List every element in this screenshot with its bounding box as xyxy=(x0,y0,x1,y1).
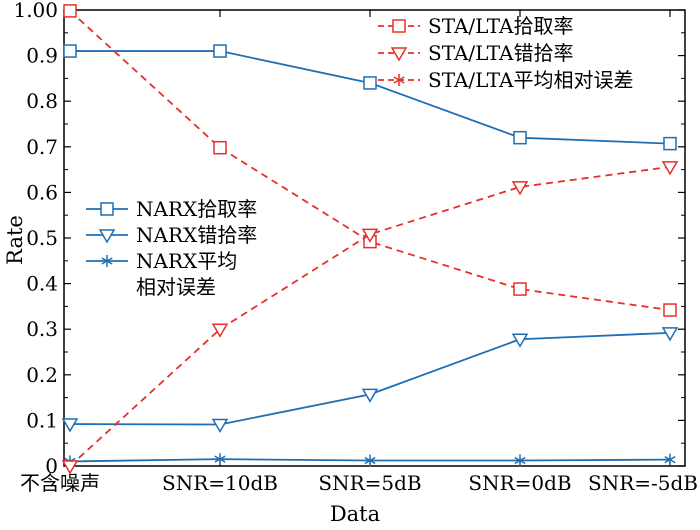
legend-label: NARX错拾率 xyxy=(136,223,257,247)
marker-square xyxy=(63,4,77,18)
marker-square xyxy=(63,44,77,58)
marker-square xyxy=(392,19,406,33)
legend-entry: NARX错拾率 xyxy=(86,223,257,247)
x-axis-label: Data xyxy=(330,502,380,526)
marker-star-stroke xyxy=(664,455,676,464)
marker-triangle xyxy=(661,327,679,342)
series-0 xyxy=(63,44,677,151)
marker-star xyxy=(101,255,113,267)
x-tick-label: 不含噪声 xyxy=(20,471,100,495)
y-tick-label: 1.00 xyxy=(13,0,58,22)
legend-entry: NARX拾取率 xyxy=(86,197,257,221)
marker-square xyxy=(663,136,677,151)
x-tick-label: SNR=-5dB xyxy=(588,471,698,495)
legend-label: STA/LTA拾取率 xyxy=(428,14,573,38)
marker-square xyxy=(213,140,227,155)
x-tick-label: SNR=5dB xyxy=(318,471,421,495)
y-tick-label: 0.8 xyxy=(26,89,58,113)
marker-triangle xyxy=(511,333,529,348)
marker-triangle xyxy=(361,388,379,403)
legend-label: STA/LTA错拾率 xyxy=(428,41,573,65)
series-4 xyxy=(61,161,679,475)
legend-layer: STA/LTA拾取率 STA/LTA错拾率 STA/LTA平均相对误差 NARX拾取率… xyxy=(86,14,633,299)
marker-star xyxy=(214,453,226,466)
marker-square xyxy=(213,44,227,58)
marker-star xyxy=(664,453,676,466)
marker-star xyxy=(364,454,376,467)
series-line xyxy=(69,165,671,467)
marker-square xyxy=(100,202,114,216)
marker-triangle xyxy=(61,418,79,433)
y-tick-label: 0.9 xyxy=(26,44,58,68)
y-tick-label: 0.5 xyxy=(26,226,58,250)
marker-square xyxy=(513,282,527,296)
marker-triangle xyxy=(61,460,79,475)
series-line xyxy=(70,50,671,145)
legend-label: NARX平均 xyxy=(136,249,237,273)
marker-square xyxy=(663,303,677,317)
legend-label: STA/LTA平均相对误差 xyxy=(428,68,633,92)
marker-triangle xyxy=(511,181,529,196)
marker-triangle xyxy=(98,229,116,244)
series-1 xyxy=(61,327,679,433)
marker-triangle xyxy=(390,47,408,62)
marker-square xyxy=(363,76,377,90)
marker-triangle xyxy=(211,323,229,338)
series-layer xyxy=(61,4,679,475)
y-tick-label: 0.1 xyxy=(26,408,58,432)
marker-star-stroke xyxy=(101,257,113,265)
marker-star xyxy=(393,74,405,86)
series-3 xyxy=(63,4,677,317)
marker-star-stroke xyxy=(364,456,376,465)
marker-triangle xyxy=(661,161,679,176)
y-axis-title: Rate xyxy=(3,215,27,265)
marker-square xyxy=(513,130,527,145)
series-line xyxy=(69,331,671,426)
y-tick-label: 0.2 xyxy=(26,363,58,387)
legend-entry: STA/LTA错拾率 xyxy=(378,41,573,65)
marker-triangle xyxy=(211,418,229,433)
x-tick-label: SNR=0dB xyxy=(468,471,571,495)
series-line xyxy=(69,10,671,311)
y-tick-label: 0.6 xyxy=(26,180,58,204)
legend-entry: STA/LTA拾取率 xyxy=(378,14,573,38)
legend-entry: STA/LTA平均相对误差 xyxy=(378,68,633,92)
y-tick-label: 0.4 xyxy=(26,272,58,296)
marker-star-stroke xyxy=(214,455,226,463)
marker-star-stroke xyxy=(393,76,405,84)
y-tick-label: 0 xyxy=(45,454,58,478)
x-tick-label: SNR=10dB xyxy=(162,471,278,495)
y-tick-label: 0.7 xyxy=(26,135,58,159)
legend-label: NARX拾取率 xyxy=(136,197,257,221)
axes: 0 0.1 0.2 0.3 0.4 0.5 0.6 0.7 0.8 0.9 1.00 不含噪声 SNR=… xyxy=(13,0,698,495)
y-tick-label: 0.3 xyxy=(26,317,58,341)
marker-star xyxy=(514,454,526,467)
legend-top-right: STA/LTA拾取率 STA/LTA错拾率 STA/LTA平均相对误差 xyxy=(378,14,633,92)
marker-star-stroke xyxy=(514,456,526,465)
legend-label: 相对误差 xyxy=(136,275,216,299)
y-axis-label: Rate xyxy=(3,215,27,265)
marker-triangle xyxy=(361,228,379,243)
